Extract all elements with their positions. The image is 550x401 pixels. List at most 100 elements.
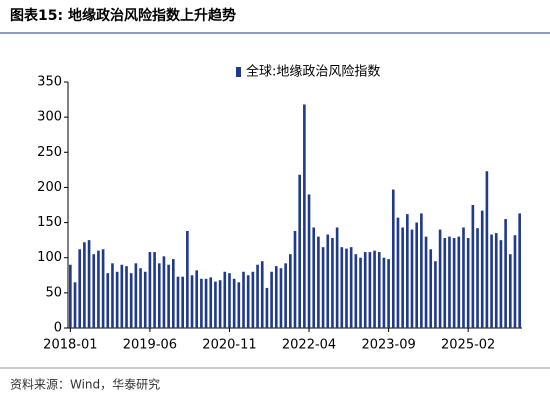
bar (293, 231, 297, 328)
bar (73, 282, 77, 328)
y-tick-label: 50 (45, 285, 62, 300)
x-tick-label: 2018-01 (43, 338, 97, 353)
bar (115, 271, 119, 328)
bar (204, 278, 208, 328)
bar (312, 227, 316, 328)
bar (167, 264, 170, 328)
bar (78, 249, 82, 328)
bar (480, 210, 484, 328)
bar (448, 236, 451, 328)
bar (298, 174, 301, 328)
bar (396, 217, 400, 328)
bar (452, 238, 456, 328)
y-tick-label: 300 (37, 110, 62, 125)
x-tick-label: 2023-09 (361, 338, 415, 353)
bar (246, 275, 250, 328)
y-tick-label: 0 (54, 321, 62, 336)
bar (228, 273, 231, 328)
x-tick-label: 2019-06 (123, 338, 177, 353)
bar (499, 240, 503, 328)
bar (181, 276, 184, 328)
bar (508, 254, 512, 328)
bar (359, 257, 362, 328)
bar (284, 263, 287, 328)
source-note: 资料来源：Wind，华泰研究 (10, 377, 160, 392)
bar (237, 282, 241, 328)
bar (101, 249, 105, 328)
bar (176, 276, 180, 328)
bar (139, 268, 142, 328)
y-tick-label: 250 (37, 145, 62, 160)
bar (420, 213, 423, 328)
bar (406, 214, 409, 328)
bar (401, 227, 404, 328)
bar (513, 235, 517, 328)
bar (195, 270, 199, 328)
bar (69, 264, 72, 328)
bar (335, 227, 339, 328)
bar (242, 271, 245, 328)
bar (438, 229, 442, 328)
bar (354, 254, 358, 328)
x-tick-label: 2022-04 (282, 338, 336, 353)
bar (321, 247, 325, 328)
y-tick-label: 150 (37, 215, 62, 230)
bar (490, 234, 493, 328)
bar (251, 271, 255, 328)
bar (415, 222, 419, 328)
bar (434, 261, 437, 328)
bar (157, 263, 161, 328)
bar (153, 252, 156, 328)
bar (326, 234, 330, 328)
bar (190, 275, 194, 328)
bar (429, 249, 433, 328)
bar (97, 250, 100, 328)
bar (232, 278, 236, 328)
bar (256, 264, 259, 328)
bar (518, 213, 521, 328)
bar (92, 254, 96, 328)
bar (209, 277, 213, 328)
bar (148, 252, 152, 328)
bar (129, 273, 133, 328)
bar (494, 233, 498, 328)
bar (260, 261, 264, 328)
bar (345, 248, 348, 328)
bar (265, 287, 269, 328)
bar (377, 252, 381, 328)
bar (387, 259, 390, 328)
bar (349, 247, 353, 328)
bar (83, 242, 86, 328)
bar (171, 259, 175, 328)
legend-label: 全球:地缘政治风险指数 (246, 64, 380, 80)
bar (111, 263, 114, 328)
bar (214, 281, 217, 328)
bar (363, 252, 367, 328)
bar (471, 205, 475, 328)
x-tick-label: 2025-02 (441, 338, 495, 353)
bar (424, 236, 428, 328)
chart-title: 图表15: 地缘政治风险指数上升趋势 (10, 7, 236, 24)
bar (223, 271, 227, 328)
bar (218, 280, 222, 328)
bar (391, 189, 395, 328)
y-tick-label: 100 (37, 250, 62, 265)
bar (279, 268, 283, 328)
bar (120, 264, 124, 328)
bar (410, 229, 414, 328)
bar (125, 266, 128, 328)
bar (307, 194, 311, 328)
bar (106, 273, 110, 328)
bar (504, 219, 507, 328)
bar (274, 266, 278, 328)
legend-swatch (236, 67, 241, 77)
bar (270, 271, 273, 328)
bar (443, 238, 447, 328)
y-tick-label: 200 (37, 180, 62, 195)
bar (373, 250, 376, 328)
bar (200, 278, 203, 328)
bar (303, 104, 306, 329)
bar (368, 252, 372, 328)
bar (485, 171, 489, 328)
